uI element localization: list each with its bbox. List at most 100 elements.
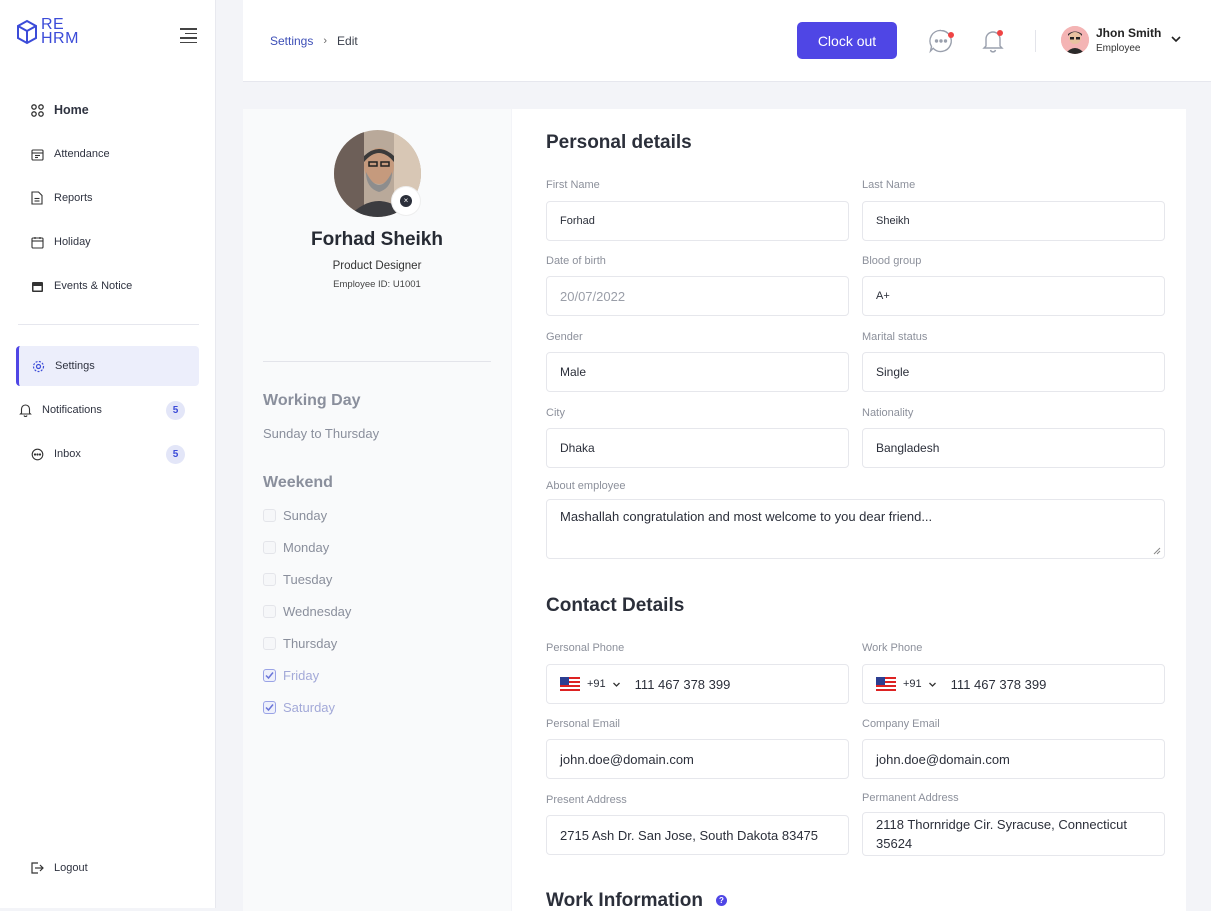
help-question-icon[interactable]: ? — [716, 895, 727, 906]
checkbox[interactable] — [263, 636, 276, 650]
day-label: Thursday — [283, 635, 338, 651]
permanent-address-line2: 35624 — [876, 836, 913, 851]
present-address-input[interactable]: 2715 Ash Dr. San Jose, South Dakota 8347… — [546, 815, 849, 855]
messages-button[interactable] — [928, 28, 954, 54]
weekend-checkbox-wednesday[interactable]: Wednesday — [263, 602, 351, 620]
marital-status-input[interactable]: Single — [862, 352, 1165, 392]
messages-alert-dot — [948, 32, 954, 38]
user-menu-chevron-down-icon[interactable] — [1170, 32, 1182, 50]
work-phone-label: Work Phone — [862, 642, 923, 654]
menu-toggle-icon[interactable] — [180, 28, 197, 46]
bell-icon — [982, 31, 1004, 53]
chevron-down-icon[interactable] — [928, 680, 937, 689]
personal-email-label: Personal Email — [546, 718, 620, 730]
city-input[interactable]: Dhaka — [546, 428, 849, 468]
working-day-title: Working Day — [263, 392, 361, 409]
breadcrumb-current: Edit — [337, 34, 358, 48]
marital-status-label: Marital status — [862, 331, 928, 343]
check-icon — [265, 703, 274, 711]
personal-phone-input[interactable]: +91 111 467 378 399 — [546, 664, 849, 704]
resize-grip-icon[interactable] — [1153, 547, 1161, 555]
work-phone-input[interactable]: +91 111 467 378 399 — [862, 664, 1165, 704]
sidebar-item-label: Reports — [54, 192, 93, 204]
sidebar-item-inbox[interactable]: Inbox 5 — [18, 434, 199, 474]
day-label: Sunday — [283, 507, 328, 523]
weekend-checkbox-thursday[interactable]: Thursday — [263, 634, 337, 652]
company-email-label: Company Email — [862, 718, 940, 730]
user-name[interactable]: Jhon Smith — [1096, 26, 1162, 40]
personal-details-title: Personal details — [546, 132, 692, 153]
sidebar-divider — [18, 324, 199, 325]
logo-text-top: RE — [41, 16, 65, 33]
breadcrumb-chevron-icon: › — [323, 35, 328, 47]
dob-label: Date of birth — [546, 255, 606, 267]
calendar-filled-icon — [30, 279, 44, 293]
weekend-checkbox-saturday[interactable]: Saturday — [263, 698, 335, 716]
day-label: Saturday — [283, 699, 336, 715]
weekend-checkbox-tuesday[interactable]: Tuesday — [263, 570, 332, 588]
present-address-label: Present Address — [546, 794, 627, 806]
personal-email-input[interactable]: john.doe@domain.com — [546, 739, 849, 779]
sidebar-item-label: Notifications — [42, 404, 102, 416]
sidebar-item-label: Events & Notice — [54, 280, 133, 292]
us-flag-icon — [560, 677, 580, 691]
sidebar-item-label: Inbox — [54, 448, 81, 460]
country-code[interactable]: +91 — [587, 678, 606, 690]
sidebar-item-holiday[interactable]: Holiday — [18, 222, 199, 262]
profile-photo[interactable]: × — [334, 130, 421, 217]
document-icon — [30, 191, 44, 205]
notifications-count-badge: 5 — [166, 400, 185, 420]
user-role: Employee — [1096, 43, 1141, 54]
grid-icon — [30, 103, 44, 117]
app-logo[interactable]: RE HRM — [16, 16, 79, 47]
checkbox[interactable] — [263, 572, 276, 586]
about-employee-label: About employee — [546, 480, 626, 492]
clock-out-button[interactable]: Clock out — [797, 22, 897, 59]
sidebar-item-events[interactable]: Events & Notice — [18, 266, 199, 306]
remove-photo-button[interactable]: × — [392, 187, 420, 215]
day-label: Wednesday — [283, 603, 352, 619]
breadcrumb-settings-link[interactable]: Settings — [270, 34, 314, 48]
close-icon: × — [400, 195, 412, 207]
user-avatar[interactable] — [1061, 26, 1089, 54]
first-name-label: First Name — [546, 179, 600, 191]
day-label: Monday — [283, 539, 330, 555]
checkbox-checked[interactable] — [263, 700, 276, 714]
about-employee-textarea[interactable]: Mashallah congratulation and most welcom… — [546, 499, 1165, 559]
sidebar-item-settings[interactable]: Settings — [16, 346, 199, 386]
country-code[interactable]: +91 — [903, 678, 922, 690]
sidebar-item-home[interactable]: Home — [18, 90, 199, 130]
weekend-checkbox-sunday[interactable]: Sunday — [263, 506, 327, 524]
logout-button[interactable]: Logout — [18, 848, 199, 888]
sidebar-item-attendance[interactable]: Attendance — [18, 134, 199, 174]
dob-input[interactable]: 20/07/2022 — [546, 276, 849, 316]
profile-employee-id: Employee ID: U1001 — [333, 279, 421, 290]
sidebar-item-notifications[interactable]: Notifications 5 — [6, 390, 199, 430]
last-name-input[interactable]: Sheikh — [862, 201, 1165, 241]
nationality-input[interactable]: Bangladesh — [862, 428, 1165, 468]
blood-group-input[interactable]: A+ — [862, 276, 1165, 316]
checkbox-checked[interactable] — [263, 668, 276, 682]
checkbox[interactable] — [263, 604, 276, 618]
calendar-icon — [30, 235, 44, 249]
first-name-input[interactable]: Forhad — [546, 201, 849, 241]
about-employee-text: Mashallah congratulation and most welcom… — [560, 509, 933, 524]
permanent-address-input[interactable]: 2118 Thornridge Cir. Syracuse, Connectic… — [862, 812, 1165, 856]
day-label: Friday — [283, 667, 320, 683]
chevron-down-icon[interactable] — [612, 680, 621, 689]
chat-icon — [30, 447, 44, 461]
logo-text-bottom: HRM — [41, 30, 79, 47]
notifications-button[interactable] — [981, 28, 1007, 54]
permanent-address-label: Permanent Address — [862, 792, 959, 804]
gender-input[interactable]: Male — [546, 352, 849, 392]
weekend-checkbox-monday[interactable]: Monday — [263, 538, 329, 556]
sidebar-item-reports[interactable]: Reports — [18, 178, 199, 218]
checkbox[interactable] — [263, 540, 276, 554]
personal-phone-value: 111 467 378 399 — [634, 676, 731, 692]
company-email-input[interactable]: john.doe@domain.com — [862, 739, 1165, 779]
weekend-checkbox-friday[interactable]: Friday — [263, 666, 319, 684]
inbox-count-badge: 5 — [166, 444, 185, 464]
logout-icon — [30, 861, 44, 875]
checkbox[interactable] — [263, 508, 276, 522]
top-header: Settings › Edit Clock out Jhon Smith Emp… — [243, 0, 1211, 82]
